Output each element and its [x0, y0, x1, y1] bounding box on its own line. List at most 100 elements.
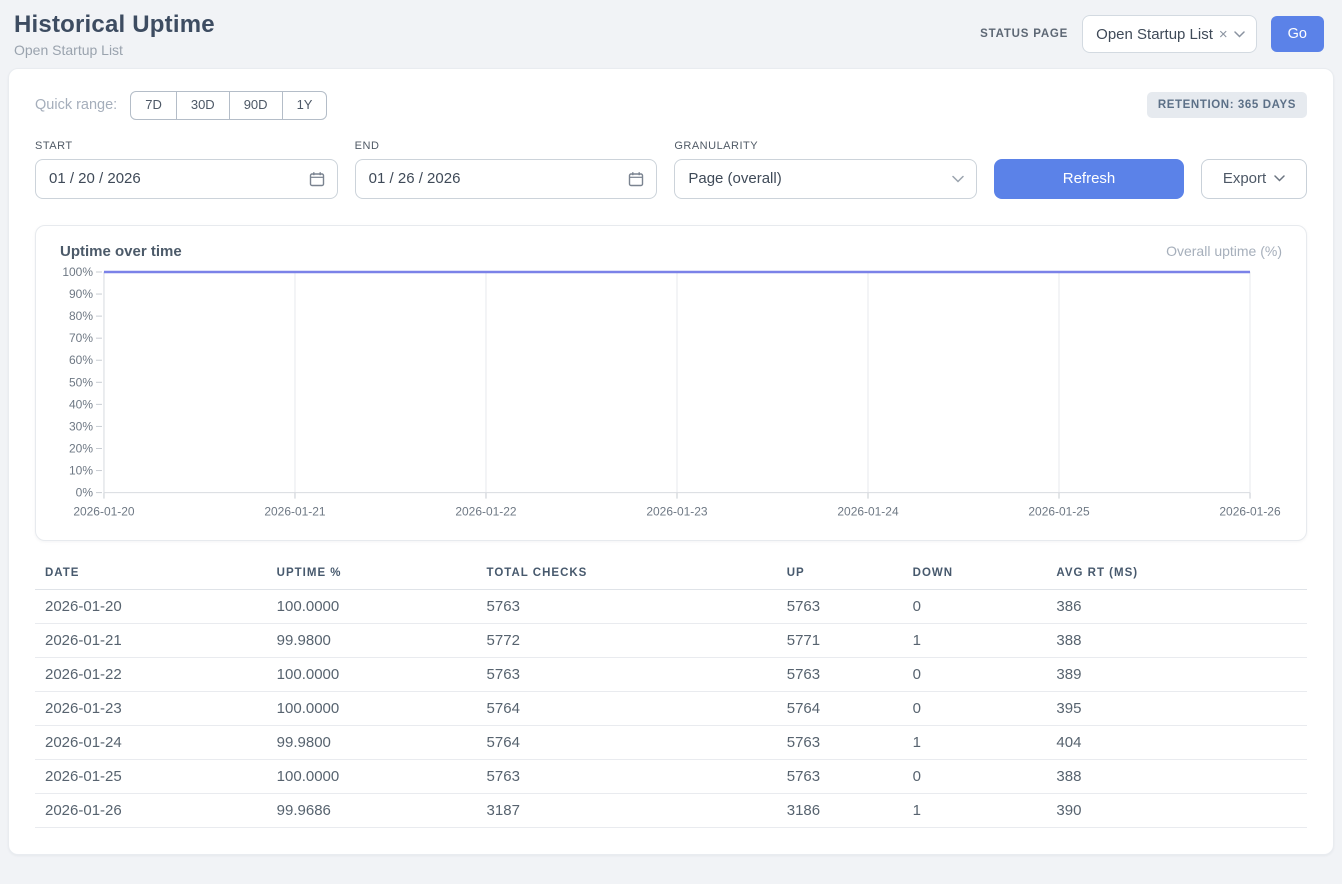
start-date-label: START: [35, 140, 338, 152]
export-button[interactable]: Export: [1201, 159, 1307, 199]
table-cell: 2026-01-26: [35, 794, 277, 828]
clear-selection-icon[interactable]: ×: [1219, 27, 1228, 42]
table-row: 2026-01-20100.0000576357630386: [35, 590, 1307, 624]
svg-text:0%: 0%: [76, 485, 94, 499]
table-cell: 5763: [487, 760, 787, 794]
table-cell: 5763: [787, 760, 913, 794]
chart-legend: Overall uptime (%): [1166, 243, 1282, 259]
table-cell: 0: [913, 590, 1057, 624]
table-cell: 2026-01-23: [35, 692, 277, 726]
table-header-row: DATE UPTIME % TOTAL CHECKS UP DOWN AVG R…: [35, 563, 1307, 590]
table-cell: 1: [913, 624, 1057, 658]
table-cell: 100.0000: [277, 590, 487, 624]
chevron-down-icon: [1274, 175, 1285, 182]
table-cell: 5763: [487, 658, 787, 692]
granularity-label: GRANULARITY: [674, 140, 977, 152]
go-button[interactable]: Go: [1271, 16, 1324, 52]
table-cell: 388: [1056, 624, 1307, 658]
col-header-up: UP: [787, 563, 913, 590]
uptime-table: DATE UPTIME % TOTAL CHECKS UP DOWN AVG R…: [35, 563, 1307, 828]
svg-text:2026-01-22: 2026-01-22: [455, 504, 517, 518]
col-header-date: DATE: [35, 563, 277, 590]
granularity-select[interactable]: Page (overall): [674, 159, 977, 199]
table-row: 2026-01-23100.0000576457640395: [35, 692, 1307, 726]
end-date-input[interactable]: 01 / 26 / 2026: [355, 159, 658, 199]
quick-range-label: Quick range:: [35, 97, 117, 113]
table-cell: 2026-01-22: [35, 658, 277, 692]
quick-range-90d[interactable]: 90D: [229, 92, 282, 119]
page-subtitle: Open Startup List: [14, 42, 215, 58]
start-date-input[interactable]: 01 / 20 / 2026: [35, 159, 338, 199]
svg-text:2026-01-26: 2026-01-26: [1219, 504, 1281, 518]
svg-text:2026-01-25: 2026-01-25: [1028, 504, 1090, 518]
table-cell: 5763: [487, 590, 787, 624]
uptime-table-body: 2026-01-20100.00005763576303862026-01-21…: [35, 590, 1307, 828]
svg-text:10%: 10%: [69, 463, 93, 477]
table-cell: 0: [913, 692, 1057, 726]
table-row: 2026-01-25100.0000576357630388: [35, 760, 1307, 794]
svg-text:2026-01-20: 2026-01-20: [73, 504, 135, 518]
table-cell: 5764: [487, 692, 787, 726]
svg-text:2026-01-24: 2026-01-24: [837, 504, 899, 518]
page-header: Historical Uptime Open Startup List STAT…: [0, 0, 1342, 64]
chart-title: Uptime over time: [60, 243, 182, 260]
col-header-uptime: UPTIME %: [277, 563, 487, 590]
table-cell: 1: [913, 794, 1057, 828]
retention-badge: RETENTION: 365 DAYS: [1147, 92, 1307, 118]
svg-text:20%: 20%: [69, 441, 93, 455]
chevron-down-icon: [952, 175, 964, 183]
start-date-value: 01 / 20 / 2026: [49, 170, 141, 187]
svg-text:70%: 70%: [69, 331, 93, 345]
table-row: 2026-01-2199.9800577257711388: [35, 624, 1307, 658]
svg-text:80%: 80%: [69, 309, 93, 323]
table-cell: 5771: [787, 624, 913, 658]
table-cell: 99.9686: [277, 794, 487, 828]
table-cell: 2026-01-21: [35, 624, 277, 658]
quick-range-1y[interactable]: 1Y: [282, 92, 327, 119]
svg-text:100%: 100%: [62, 265, 93, 279]
table-cell: 390: [1056, 794, 1307, 828]
table-cell: 100.0000: [277, 658, 487, 692]
end-date-field: END 01 / 26 / 2026: [355, 140, 658, 199]
svg-text:60%: 60%: [69, 353, 93, 367]
table-cell: 99.9800: [277, 624, 487, 658]
calendar-icon[interactable]: [309, 171, 325, 187]
main-card: Quick range: 7D 30D 90D 1Y RETENTION: 36…: [8, 68, 1334, 855]
svg-text:90%: 90%: [69, 287, 93, 301]
quick-range-7d[interactable]: 7D: [131, 92, 176, 119]
svg-text:2026-01-23: 2026-01-23: [646, 504, 708, 518]
svg-text:30%: 30%: [69, 419, 93, 433]
refresh-button[interactable]: Refresh: [994, 159, 1184, 199]
table-cell: 100.0000: [277, 692, 487, 726]
table-cell: 0: [913, 658, 1057, 692]
table-cell: 5763: [787, 726, 913, 760]
table-row: 2026-01-22100.0000576357630389: [35, 658, 1307, 692]
table-cell: 2026-01-25: [35, 760, 277, 794]
svg-text:40%: 40%: [69, 397, 93, 411]
granularity-field: GRANULARITY Page (overall): [674, 140, 977, 199]
table-cell: 5772: [487, 624, 787, 658]
table-cell: 389: [1056, 658, 1307, 692]
table-cell: 5763: [787, 658, 913, 692]
header-controls: STATUS PAGE Open Startup List × Go: [980, 15, 1324, 53]
quick-range-group: 7D 30D 90D 1Y: [130, 91, 327, 120]
calendar-icon[interactable]: [628, 171, 644, 187]
col-header-total-checks: TOTAL CHECKS: [487, 563, 787, 590]
table-cell: 404: [1056, 726, 1307, 760]
table-row: 2026-01-2699.9686318731861390: [35, 794, 1307, 828]
table-cell: 99.9800: [277, 726, 487, 760]
quick-range-row: Quick range: 7D 30D 90D 1Y RETENTION: 36…: [35, 91, 1307, 120]
table-cell: 0: [913, 760, 1057, 794]
svg-text:50%: 50%: [69, 375, 93, 389]
status-page-select[interactable]: Open Startup List ×: [1082, 15, 1257, 53]
quick-range-30d[interactable]: 30D: [176, 92, 229, 119]
col-header-down: DOWN: [913, 563, 1057, 590]
start-date-field: START 01 / 20 / 2026: [35, 140, 338, 199]
end-date-value: 01 / 26 / 2026: [369, 170, 461, 187]
table-cell: 1: [913, 726, 1057, 760]
chevron-down-icon: [1234, 31, 1245, 38]
title-block: Historical Uptime Open Startup List: [14, 11, 215, 58]
table-cell: 5764: [487, 726, 787, 760]
page-title: Historical Uptime: [14, 11, 215, 39]
table-cell: 3187: [487, 794, 787, 828]
